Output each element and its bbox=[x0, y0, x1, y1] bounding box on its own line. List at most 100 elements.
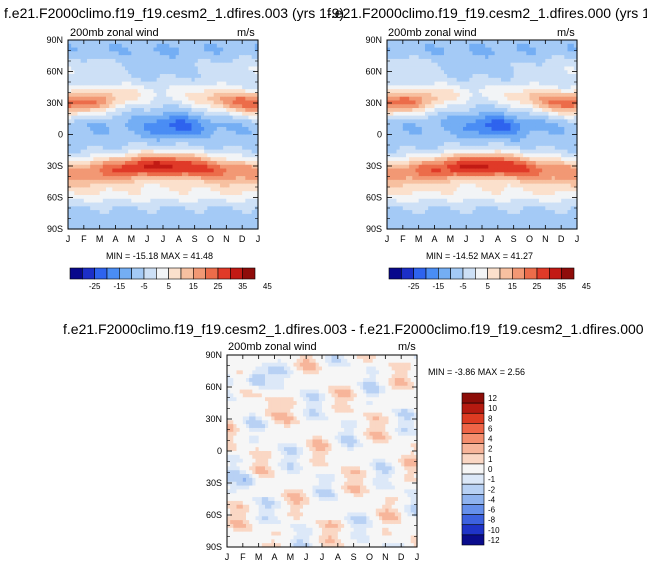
heatmap-cell bbox=[128, 108, 132, 113]
heatmap-cell bbox=[412, 225, 417, 230]
heatmap-cell bbox=[396, 40, 401, 45]
heatmap-cell bbox=[102, 58, 107, 64]
heatmap-cell bbox=[475, 58, 480, 64]
heatmap-cell bbox=[406, 206, 410, 211]
heatmap-cell bbox=[188, 149, 193, 154]
heatmap-cell bbox=[204, 85, 208, 90]
heatmap-cell bbox=[390, 70, 394, 75]
heatmap-cell bbox=[475, 206, 480, 211]
heatmap-cell bbox=[248, 100, 253, 105]
heatmap-cell bbox=[159, 168, 164, 173]
heatmap-cell bbox=[447, 225, 451, 230]
heatmap-cell bbox=[472, 210, 477, 215]
heatmap-cell bbox=[106, 191, 110, 196]
heatmap-cell bbox=[491, 47, 496, 52]
heatmap-cell bbox=[175, 43, 180, 49]
heatmap-cell bbox=[216, 119, 221, 124]
heatmap-cell bbox=[444, 194, 448, 200]
heatmap-cell bbox=[223, 187, 227, 192]
heatmap-cell bbox=[83, 126, 88, 132]
heatmap-cell bbox=[169, 213, 174, 219]
heatmap-cell bbox=[83, 206, 88, 211]
heatmap-cell bbox=[194, 225, 199, 230]
heatmap-cell bbox=[201, 104, 205, 109]
heatmap-cell bbox=[485, 115, 489, 120]
heatmap-cell bbox=[137, 40, 142, 45]
heatmap-cell bbox=[163, 157, 167, 162]
heatmap-cell bbox=[459, 194, 464, 200]
heatmap-cell bbox=[463, 145, 467, 151]
heatmap-cell bbox=[99, 142, 104, 147]
heatmap-cell bbox=[472, 191, 477, 196]
heatmap-cell bbox=[156, 47, 161, 52]
heatmap-cell bbox=[387, 134, 391, 139]
heatmap-cell bbox=[485, 179, 489, 185]
heatmap-cell bbox=[213, 194, 218, 200]
heatmap-cell bbox=[71, 142, 75, 147]
heatmap-cell bbox=[99, 210, 104, 215]
heatmap-cell bbox=[156, 160, 161, 166]
heatmap-cell bbox=[434, 145, 439, 151]
heatmap-cell bbox=[412, 134, 417, 139]
heatmap-cell bbox=[463, 40, 467, 45]
heatmap-cell bbox=[210, 213, 215, 219]
heatmap-cell bbox=[172, 126, 177, 132]
heatmap-cell bbox=[137, 145, 142, 151]
heatmap-cell bbox=[396, 160, 401, 166]
heatmap-cell bbox=[93, 130, 98, 136]
heatmap-cell bbox=[450, 194, 455, 200]
heatmap-cell bbox=[131, 168, 136, 173]
heatmap-cell bbox=[396, 126, 401, 132]
heatmap-cell bbox=[169, 198, 174, 204]
heatmap-cell bbox=[68, 206, 72, 211]
heatmap-cell bbox=[475, 157, 480, 162]
heatmap-cell bbox=[220, 92, 224, 98]
heatmap-cell bbox=[393, 187, 398, 192]
heatmap-cell bbox=[491, 160, 496, 166]
heatmap-cell bbox=[478, 58, 483, 64]
heatmap-cell bbox=[185, 51, 189, 56]
heatmap-cell bbox=[396, 81, 401, 86]
heatmap-cell bbox=[159, 183, 164, 189]
heatmap-cell bbox=[393, 176, 398, 181]
heatmap-cell bbox=[235, 123, 240, 128]
heatmap-cell bbox=[434, 43, 439, 49]
heatmap-cell bbox=[96, 126, 101, 132]
heatmap-cell bbox=[140, 85, 145, 90]
heatmap-cell bbox=[482, 210, 486, 215]
heatmap-cell bbox=[415, 202, 420, 207]
heatmap-cell bbox=[159, 221, 164, 226]
heatmap-cell bbox=[128, 62, 132, 68]
heatmap-cell bbox=[166, 43, 170, 49]
heatmap-cell bbox=[102, 62, 107, 68]
heatmap-cell bbox=[447, 77, 451, 83]
heatmap-cell bbox=[232, 74, 237, 79]
heatmap-cell bbox=[431, 70, 436, 75]
heatmap-cell bbox=[87, 40, 91, 45]
heatmap-cell bbox=[74, 55, 79, 60]
heatmap-cell bbox=[444, 176, 448, 181]
heatmap-cell bbox=[396, 142, 401, 147]
heatmap-cell bbox=[147, 153, 151, 158]
heatmap-cell bbox=[444, 149, 448, 154]
heatmap-cell bbox=[425, 164, 429, 170]
heatmap-cell bbox=[216, 85, 221, 90]
heatmap-cell bbox=[254, 191, 259, 196]
heatmap-cell bbox=[402, 164, 407, 170]
heatmap-cell bbox=[80, 58, 85, 64]
heatmap-cell bbox=[169, 126, 174, 132]
heatmap-cell bbox=[156, 145, 161, 151]
heatmap-cell bbox=[463, 172, 467, 177]
heatmap-cell bbox=[191, 221, 196, 226]
heatmap-cell bbox=[242, 213, 246, 219]
heatmap-cell bbox=[415, 168, 420, 173]
heatmap-cell bbox=[96, 221, 101, 226]
heatmap-cell bbox=[387, 70, 391, 75]
heatmap-cell bbox=[488, 96, 493, 102]
heatmap-cell bbox=[216, 206, 221, 211]
heatmap-cell bbox=[163, 160, 167, 166]
heatmap-cell bbox=[475, 217, 480, 223]
heatmap-cell bbox=[182, 85, 186, 90]
heatmap-cell bbox=[415, 206, 420, 211]
heatmap-cell bbox=[482, 157, 486, 162]
